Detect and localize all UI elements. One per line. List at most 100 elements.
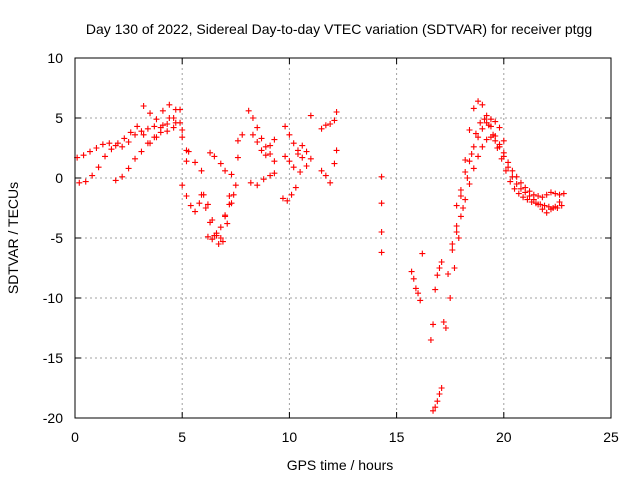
data-point-plus [213, 232, 220, 239]
series-ptgg-v [445, 98, 567, 277]
data-point-plus [138, 128, 145, 135]
series-ptgg-x [453, 116, 507, 209]
data-point-plus [547, 206, 554, 213]
data-point-plus [436, 265, 443, 271]
series-ptgg-o [318, 109, 340, 132]
series-ptgg-e [179, 182, 233, 241]
series-ptgg-p [318, 147, 340, 186]
y-tick-label: 5 [55, 110, 63, 126]
data-point-plus [172, 106, 179, 113]
data-point-plus [333, 147, 340, 154]
data-point-plus [170, 124, 177, 131]
data-point-plus [262, 152, 269, 159]
series-ptgg-i [245, 107, 278, 165]
data-point-plus [470, 165, 477, 172]
data-point-plus [472, 130, 479, 137]
data-point-plus [157, 129, 164, 136]
data-point-plus [331, 117, 338, 124]
data-point-plus [492, 137, 499, 144]
data-point-plus [119, 173, 126, 180]
data-point-plus [318, 125, 325, 132]
data-point-plus [511, 185, 518, 192]
data-point-plus [247, 179, 254, 186]
data-point-plus [267, 172, 274, 179]
data-point-plus [509, 173, 516, 180]
data-point-plus [140, 103, 147, 109]
data-point-plus [303, 148, 310, 155]
data-point-plus [445, 271, 452, 277]
data-point-plus [378, 200, 385, 207]
data-point-plus [245, 107, 252, 114]
data-point-plus [408, 268, 415, 275]
data-point-plus [179, 182, 186, 189]
data-point-plus [438, 385, 445, 391]
series-ptgg-f [198, 182, 239, 247]
data-point-plus [127, 129, 134, 136]
series-ptgg-n [279, 169, 304, 204]
data-point-plus [517, 185, 524, 192]
data-point-plus [307, 155, 314, 162]
data-point-plus [299, 142, 306, 149]
data-point-plus [434, 398, 441, 405]
data-point-plus [99, 141, 106, 148]
data-point-plus [487, 123, 494, 130]
series-ptgg-q [378, 173, 385, 256]
x-tick-label: 15 [389, 429, 405, 445]
data-point-plus [239, 131, 246, 138]
data-point-plus [434, 272, 441, 279]
data-point-plus [520, 194, 527, 201]
data-point-plus [292, 184, 299, 191]
data-point-plus [271, 158, 278, 165]
data-points [74, 98, 567, 414]
data-point-plus [138, 148, 145, 155]
data-point-plus [144, 125, 151, 132]
data-point-plus [114, 140, 121, 147]
data-point-plus [132, 155, 139, 162]
data-point-plus [282, 123, 289, 130]
data-point-plus [442, 325, 449, 331]
data-point-plus [219, 238, 226, 245]
data-point-plus [166, 115, 173, 121]
data-point-plus [183, 158, 190, 165]
data-point-plus [464, 175, 471, 181]
data-point-plus [535, 201, 542, 208]
data-point-plus [112, 177, 119, 184]
data-point-plus [558, 202, 565, 209]
x-tick-label: 20 [496, 429, 512, 445]
data-point-plus [457, 193, 464, 199]
data-point-plus [93, 145, 100, 151]
y-tick-label: 0 [55, 170, 63, 186]
data-point-plus [288, 191, 295, 198]
data-point-plus [462, 196, 469, 203]
data-point-plus [483, 119, 490, 126]
data-point-plus [260, 176, 267, 183]
x-tick-label: 0 [71, 429, 79, 445]
data-point-plus [303, 163, 310, 169]
data-point-plus [230, 191, 237, 198]
y-tick-label: -15 [43, 350, 63, 366]
data-point-plus [82, 178, 89, 185]
data-point-plus [427, 337, 434, 343]
data-point-plus [134, 123, 141, 130]
data-point-plus [539, 194, 546, 201]
data-point-plus [466, 181, 473, 187]
data-point-plus [87, 148, 94, 155]
data-point-plus [159, 107, 166, 114]
data-point-plus [215, 241, 222, 247]
axis-ticks: 0 5 10 15 20 25 -20 -15 -10 -5 0 5 10 [43, 50, 619, 445]
data-point-plus [249, 131, 256, 138]
data-point-plus [378, 249, 385, 256]
data-point-plus [509, 167, 516, 174]
data-point-plus [535, 193, 542, 199]
data-point-plus [207, 219, 214, 226]
data-point-plus [378, 173, 385, 180]
series-ptgg-m [282, 142, 314, 171]
data-point-plus [327, 179, 334, 186]
data-point-plus [151, 123, 158, 130]
data-point-plus [502, 167, 509, 174]
series-ptgg-l [282, 112, 314, 169]
y-tick-label: 10 [47, 50, 63, 66]
data-point-plus [164, 121, 171, 127]
data-point-plus [106, 140, 113, 147]
data-point-plus [196, 200, 203, 207]
